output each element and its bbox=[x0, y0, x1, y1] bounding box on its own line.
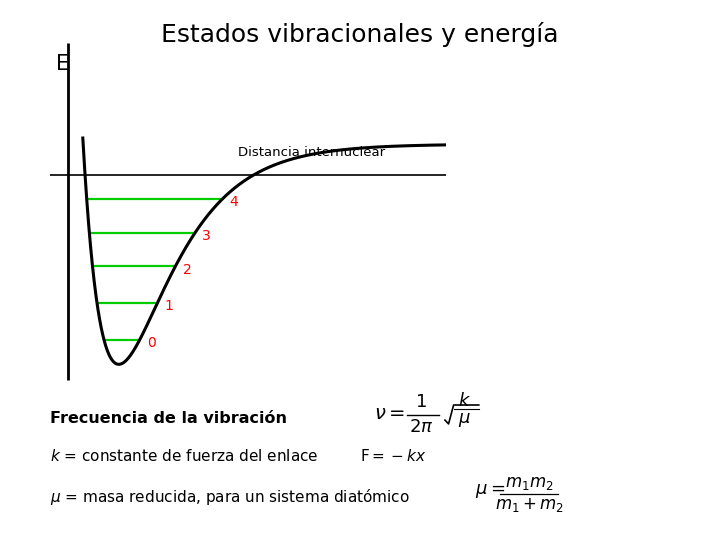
Text: Estados vibracionales y energía: Estados vibracionales y energía bbox=[161, 22, 559, 46]
Text: $\mathrm{F = -}$$kx$: $\mathrm{F = -}$$kx$ bbox=[360, 448, 426, 464]
Text: $m_1 + m_2$: $m_1 + m_2$ bbox=[495, 496, 564, 514]
Text: $1$: $1$ bbox=[415, 393, 427, 411]
Text: E: E bbox=[55, 53, 69, 73]
Text: Frecuencia de la vibración: Frecuencia de la vibración bbox=[50, 411, 287, 426]
Text: $2\pi$: $2\pi$ bbox=[409, 417, 433, 436]
Text: $k$ = constante de fuerza del enlace: $k$ = constante de fuerza del enlace bbox=[50, 448, 319, 464]
Text: 3: 3 bbox=[202, 229, 211, 243]
Text: 2: 2 bbox=[182, 262, 192, 276]
Text: $\mu =$: $\mu =$ bbox=[475, 482, 505, 501]
Text: 4: 4 bbox=[230, 195, 238, 209]
Text: 0: 0 bbox=[147, 336, 156, 350]
Text: $k$: $k$ bbox=[458, 392, 471, 410]
Text: 1: 1 bbox=[164, 299, 174, 313]
Text: $\mu$ = masa reducida, para un sistema diatómico: $\mu$ = masa reducida, para un sistema d… bbox=[50, 487, 410, 507]
Text: $\mu$: $\mu$ bbox=[458, 411, 471, 429]
Text: Distancia internuclear: Distancia internuclear bbox=[238, 146, 385, 159]
Text: $m_1 m_2$: $m_1 m_2$ bbox=[505, 474, 554, 492]
Text: $\nu =$: $\nu =$ bbox=[374, 403, 405, 423]
